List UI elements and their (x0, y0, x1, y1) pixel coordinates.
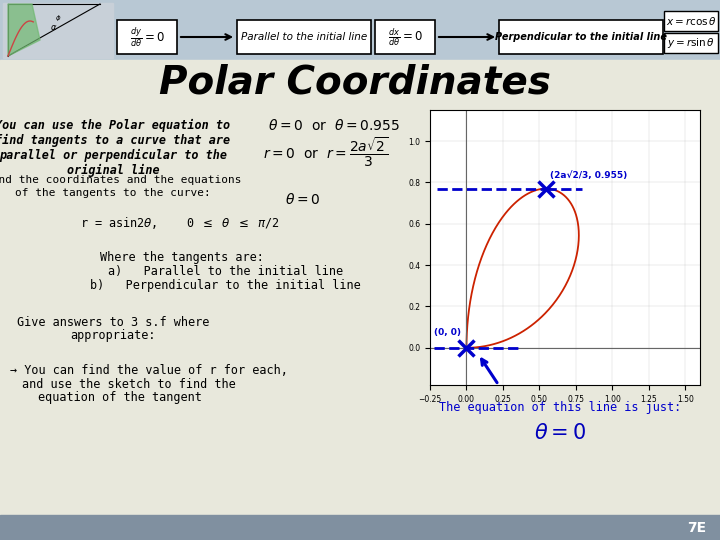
Text: r = asin2$\theta$,    0 $\leq$ $\theta$ $\leq$ $\pi$/2: r = asin2$\theta$, 0 $\leq$ $\theta$ $\l… (80, 215, 280, 231)
Text: Where the tangents are:: Where the tangents are: (100, 251, 264, 264)
Text: $x = r\cos\theta$: $x = r\cos\theta$ (666, 15, 716, 27)
Text: (2a√2/3, 0.955): (2a√2/3, 0.955) (550, 171, 628, 180)
Text: $\theta = 0$: $\theta = 0$ (285, 192, 320, 207)
Polygon shape (8, 4, 40, 56)
Text: b)   Perpendicular to the initial line: b) Perpendicular to the initial line (90, 280, 361, 293)
Text: → You can find the value of r for each,: → You can find the value of r for each, (10, 363, 288, 376)
Text: Perpendicular to the initial line: Perpendicular to the initial line (495, 32, 667, 42)
Bar (0, 515, 720, 540)
Text: parallel or perpendicular to the: parallel or perpendicular to the (0, 148, 227, 161)
Text: $\alpha$: $\alpha$ (50, 23, 58, 32)
FancyBboxPatch shape (664, 33, 718, 53)
Text: Find the coordinates and the equations: Find the coordinates and the equations (0, 175, 241, 185)
FancyBboxPatch shape (499, 20, 663, 54)
FancyBboxPatch shape (237, 20, 371, 54)
Text: (0, 0): (0, 0) (434, 328, 462, 338)
Text: $r = 0$  or  $r = \dfrac{2a\sqrt{2}}{3}$: $r = 0$ or $r = \dfrac{2a\sqrt{2}}{3}$ (263, 136, 389, 168)
Text: $y = r\sin\theta$: $y = r\sin\theta$ (667, 36, 715, 50)
Text: $\theta = 0$  or  $\theta = 0.955$: $\theta = 0$ or $\theta = 0.955$ (268, 118, 400, 132)
Text: The equation of this line is just:: The equation of this line is just: (439, 401, 681, 414)
Text: $\phi$: $\phi$ (55, 13, 61, 23)
Bar (0, 0, 720, 60)
Text: equation of the tangent: equation of the tangent (38, 392, 202, 404)
Text: a)   Parallel to the initial line: a) Parallel to the initial line (108, 266, 343, 279)
FancyBboxPatch shape (664, 11, 718, 31)
Text: appropriate:: appropriate: (71, 329, 156, 342)
Text: 7E: 7E (687, 521, 706, 535)
Text: $\frac{dy}{d\theta}=0$: $\frac{dy}{d\theta}=0$ (130, 25, 164, 49)
Text: original line: original line (67, 164, 159, 177)
Text: and use the sketch to find the: and use the sketch to find the (22, 377, 235, 390)
Text: Give answers to 3 s.f where: Give answers to 3 s.f where (17, 315, 210, 328)
FancyBboxPatch shape (117, 20, 177, 54)
Text: $\frac{dx}{d\theta}=0$: $\frac{dx}{d\theta}=0$ (387, 26, 423, 48)
Bar (3, 3, 113, 58)
Text: You can use the Polar equation to: You can use the Polar equation to (0, 118, 230, 132)
FancyBboxPatch shape (375, 20, 435, 54)
Text: Polar Coordinates: Polar Coordinates (159, 63, 551, 101)
Text: Parallel to the initial line: Parallel to the initial line (241, 32, 367, 42)
Text: $\theta = 0$: $\theta = 0$ (534, 423, 586, 443)
Bar (0, 60, 720, 515)
Text: find tangents to a curve that are: find tangents to a curve that are (0, 133, 230, 146)
Text: of the tangents to the curve:: of the tangents to the curve: (15, 188, 211, 198)
